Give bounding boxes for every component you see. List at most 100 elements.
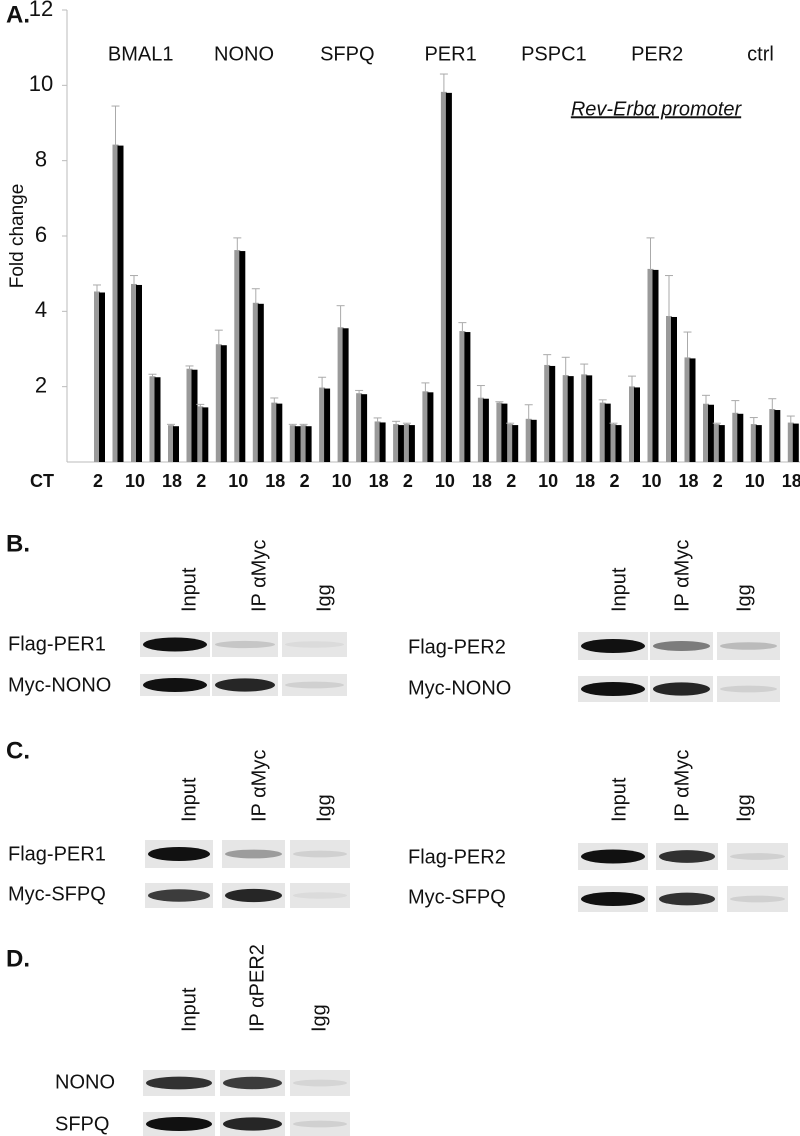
panel-label: D. <box>6 945 30 972</box>
bar <box>501 403 508 462</box>
bar-shade <box>769 409 776 462</box>
bar <box>774 410 781 462</box>
blot-band <box>659 892 715 906</box>
lane-label: Input <box>608 777 630 822</box>
x-tick-label: 10 <box>228 471 248 491</box>
blot-strip <box>282 632 347 657</box>
bar <box>567 376 574 462</box>
blot-strip <box>717 676 780 702</box>
blot-strip <box>282 674 347 696</box>
blot-band <box>581 639 645 653</box>
panel-label: B. <box>6 530 30 557</box>
x-tick-label: 2 <box>300 471 310 491</box>
lane-label: Igg <box>313 584 335 612</box>
bar <box>257 303 264 462</box>
blot-band <box>146 1117 212 1131</box>
blot-band <box>659 850 715 863</box>
group-label: PER2 <box>631 43 683 65</box>
bar <box>239 251 246 462</box>
y-tick-label: 2 <box>35 372 47 397</box>
y-tick-label: 6 <box>35 222 47 247</box>
bar-shade <box>787 422 794 462</box>
lane-label: Input <box>178 567 200 612</box>
lane-label: IP αPER2 <box>246 944 268 1032</box>
x-axis-label: CT <box>30 471 54 491</box>
bar <box>464 332 471 462</box>
blot-band <box>720 685 777 693</box>
row-label: Myc-NONO <box>8 674 111 696</box>
blot-band <box>146 1076 212 1090</box>
blot-band <box>143 678 207 692</box>
blot-strip <box>290 883 350 908</box>
blot-strip <box>290 1070 350 1096</box>
blot-band <box>293 1120 347 1128</box>
bar <box>427 392 434 462</box>
bar <box>379 422 386 462</box>
bar-shade <box>234 250 241 462</box>
row-label: NONO <box>55 1071 115 1093</box>
bar-shade <box>131 283 137 462</box>
bar-shade <box>599 402 606 462</box>
bar-shade <box>356 393 363 462</box>
x-tick-label: 10 <box>125 471 145 491</box>
bar-shade <box>750 424 757 462</box>
blot-strip <box>222 840 285 868</box>
row-label: SFPQ <box>55 1113 109 1135</box>
bar-shade <box>393 424 400 462</box>
bar <box>445 92 452 462</box>
y-tick-label: 10 <box>29 71 53 96</box>
blot-band <box>653 682 710 696</box>
annotation: Rev-Erbα promoter <box>571 98 743 120</box>
blot-band <box>581 682 645 696</box>
lane-label: IP αMyc <box>248 540 270 612</box>
x-tick-label: 10 <box>435 471 455 491</box>
blot-band <box>223 1117 282 1131</box>
bar <box>652 269 659 462</box>
lane-label: Igg <box>308 1004 330 1032</box>
lane-label: IP αMyc <box>248 750 270 822</box>
bar-shade <box>713 424 720 462</box>
row-label: Flag-PER1 <box>8 633 106 655</box>
bar-shade <box>168 425 174 462</box>
blot-band <box>143 637 207 652</box>
blot-strip <box>212 632 278 657</box>
x-tick-label: 10 <box>538 471 558 491</box>
blot-band <box>148 847 210 861</box>
bar-shade <box>94 291 100 462</box>
x-tick-label: 2 <box>506 471 516 491</box>
blot-band <box>285 681 344 689</box>
bar-shade <box>422 391 429 462</box>
bar-shade <box>440 91 447 462</box>
bar-shade <box>337 327 344 462</box>
bar <box>408 425 415 462</box>
bar-shade <box>525 418 532 462</box>
bar <box>604 403 611 462</box>
bar <box>530 419 537 462</box>
bar <box>276 403 283 462</box>
blot-band <box>730 853 785 860</box>
bar <box>689 358 696 462</box>
blot-band <box>215 678 275 692</box>
lane-label: Igg <box>313 794 335 822</box>
x-tick-label: 18 <box>369 471 389 491</box>
group-label: SFPQ <box>320 43 374 65</box>
bar <box>202 407 209 462</box>
blot-band <box>225 849 282 859</box>
blot-band <box>581 849 645 864</box>
x-tick-label: 18 <box>265 471 285 491</box>
bar-shade <box>374 421 381 462</box>
bar-shade <box>289 425 296 462</box>
lane-label: IP αMyc <box>671 750 693 822</box>
bar-shade <box>300 425 307 462</box>
y-axis-label: Fold change <box>7 184 28 289</box>
x-tick-label: 18 <box>162 471 182 491</box>
bar-shade <box>149 376 156 462</box>
bar-shade <box>647 268 654 462</box>
blot-band <box>293 892 347 899</box>
bar-shade <box>477 397 484 462</box>
bar-shade <box>271 402 278 462</box>
lane-label: Input <box>608 567 630 612</box>
bar-shade <box>112 144 119 462</box>
bar-shade <box>629 386 635 462</box>
